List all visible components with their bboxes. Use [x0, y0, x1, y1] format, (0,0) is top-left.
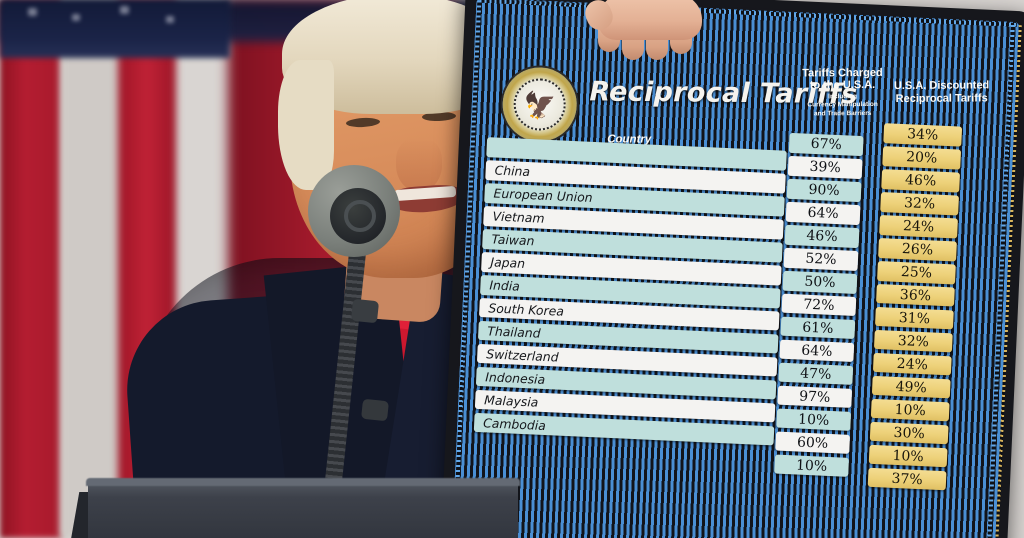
- microphone-clip-upper: [350, 298, 380, 324]
- discounted-tariff-cell: 36%: [876, 283, 955, 307]
- tariffs-charged-column: 67% 39% 90% 64% 46% 52% 50% 72% 61% 64% 47% 97% 10% 6…: [774, 132, 864, 481]
- tariff-charged-cell: 67%: [788, 132, 864, 156]
- tariff-charged-cell: 64%: [785, 201, 861, 225]
- country-label: Thailand: [487, 323, 541, 341]
- country-label: Taiwan: [491, 231, 535, 249]
- tariff-charged-cell: 46%: [784, 224, 860, 248]
- country-label: India: [489, 277, 521, 294]
- discounted-tariff-cell: 20%: [882, 146, 962, 170]
- tariff-charged-cell: 72%: [781, 293, 857, 317]
- col2-header-line1: Tariffs Charged: [802, 66, 883, 80]
- discounted-tariff-cell: 49%: [871, 375, 951, 399]
- flag-star: [166, 16, 174, 23]
- country-label: Malaysia: [483, 392, 539, 410]
- country-label: Cambodia: [482, 415, 547, 434]
- tariff-charged-cell: 97%: [777, 385, 853, 409]
- seal-ring: 🦅: [512, 77, 567, 132]
- tariff-charged-cell: 50%: [782, 270, 858, 294]
- col3-header-line2: Reciprocal Tariffs: [895, 92, 988, 106]
- tariff-charged-cell: 64%: [779, 339, 855, 363]
- board-surface: 🦅 Reciprocal Tariffs Tariffs Charged to …: [440, 0, 1024, 538]
- hand-holding-board: [581, 0, 710, 60]
- country-label: Japan: [490, 254, 526, 272]
- hair-side: [278, 60, 334, 190]
- discounted-tariff-cell: 46%: [881, 169, 961, 193]
- tariff-charged-cell: 60%: [775, 431, 851, 455]
- flag-star: [120, 6, 129, 14]
- country-label: South Korea: [488, 300, 565, 319]
- discounted-tariff-cell: 24%: [879, 214, 958, 239]
- tariff-charged-cell: 47%: [778, 362, 854, 386]
- microphone-clip-lower: [361, 398, 389, 422]
- flag-white-stripe: [60, 0, 122, 538]
- country-label: China: [494, 162, 531, 180]
- discounted-tariff-cell: 10%: [870, 398, 950, 422]
- flag-canton: [0, 0, 230, 58]
- col3-header-line1: U.S.A. Discounted: [893, 79, 990, 93]
- discounted-tariff-cell: 24%: [872, 352, 952, 376]
- tariff-chart-board: 🦅 Reciprocal Tariffs Tariffs Charged to …: [440, 0, 1024, 538]
- flag-star: [28, 8, 37, 16]
- discounted-tariff-cell: 34%: [883, 123, 963, 147]
- eagle-icon: 🦅: [522, 89, 557, 122]
- tariff-charged-cell: 10%: [774, 454, 849, 478]
- discounted-tariff-cell: 32%: [873, 329, 953, 353]
- discounted-tariff-cell: 37%: [867, 467, 947, 491]
- discounted-tariff-cell: 30%: [869, 421, 949, 445]
- discounted-tariff-cell: 31%: [874, 306, 954, 330]
- podium-top-edge: [86, 478, 520, 486]
- discounted-tariff-cell: 10%: [868, 444, 948, 468]
- tariff-charged-cell: 10%: [776, 408, 852, 432]
- discounted-reciprocal-column: 34% 20% 46% 32% 24% 26% 25% 36% 31% 32% 24% 49% 10% 3…: [867, 123, 963, 494]
- tariff-charged-cell: 52%: [783, 247, 859, 271]
- country-label: Switzerland: [485, 346, 559, 365]
- country-column: China European Union Vietnam Taiwan Japan Ind…: [473, 137, 787, 449]
- nose: [396, 138, 442, 192]
- tariff-charged-cell: 61%: [780, 316, 856, 340]
- col2-header-sub3: and Trade Barriers: [813, 109, 872, 118]
- country-label: European Union: [493, 185, 593, 206]
- discounted-tariff-cell: 32%: [880, 191, 960, 216]
- podium: [88, 480, 518, 538]
- discounted-tariff-cell: 25%: [877, 260, 956, 284]
- tariff-charged-cell: 90%: [786, 178, 862, 202]
- country-label: Vietnam: [492, 208, 545, 227]
- flag-red-stripe-1: [0, 0, 62, 538]
- palm: [598, 0, 702, 40]
- column-header-discounted-reciprocal: U.S.A. Discounted Reciprocal Tariffs: [880, 79, 1004, 106]
- discounted-tariff-cell: 26%: [878, 237, 957, 262]
- flag-star: [72, 14, 80, 21]
- tariff-charged-cell: 39%: [787, 155, 863, 179]
- microphone-ring: [344, 200, 376, 232]
- country-label: Indonesia: [484, 369, 546, 388]
